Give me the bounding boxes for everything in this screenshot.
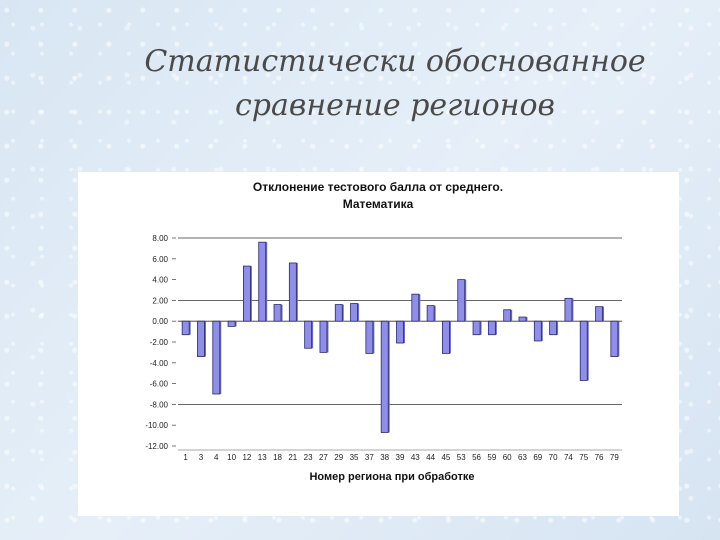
bar-4: [212, 320, 221, 395]
bar-23: [304, 320, 313, 349]
x-tick-label-23: 69: [533, 453, 542, 462]
slide-title-line-1: Статистически обоснованное: [144, 44, 646, 79]
x-tick-label-4: 12: [242, 453, 251, 462]
x-tick-label-19: 56: [472, 453, 481, 462]
bar-3: [197, 320, 205, 357]
bar-29: [334, 304, 343, 322]
chart-title-line-2: Математика: [343, 197, 414, 211]
x-tick-label-9: 27: [319, 453, 328, 462]
y-tick-label-0: 8.00: [152, 234, 168, 243]
bar-74: [564, 297, 573, 322]
bar-37: [365, 320, 374, 354]
y-tick-label-10: -12.00: [145, 442, 168, 451]
x-tick-label-28: 79: [610, 453, 619, 462]
x-tick-label-13: 38: [380, 453, 389, 462]
y-tick-label-2: 4.00: [152, 276, 168, 285]
x-tick-label-16: 44: [426, 453, 435, 462]
y-tick-label-9: -10.00: [145, 421, 168, 430]
x-tick-label-15: 43: [411, 453, 420, 462]
bar-13: [258, 241, 267, 322]
x-tick-label-0: 1: [183, 453, 188, 462]
x-tick-label-21: 60: [503, 453, 512, 462]
x-tick-label-14: 39: [396, 453, 405, 462]
bar-12: [242, 265, 251, 322]
bar-44: [426, 305, 435, 322]
bar-59: [487, 320, 496, 336]
chart-title-line-1: Отклонение тестового балла от среднего.: [253, 180, 503, 194]
chart-panel: Отклонение тестового балла от среднего. …: [78, 172, 679, 516]
bar-60: [503, 309, 512, 322]
x-tick-label-22: 63: [518, 453, 527, 462]
y-tick-label-7: -6.00: [150, 380, 169, 389]
deviation-bar-chart: Отклонение тестового балла от среднего. …: [145, 180, 622, 483]
x-tick-label-3: 10: [227, 453, 236, 462]
x-tick-label-8: 23: [304, 453, 313, 462]
bars: [181, 241, 620, 433]
x-axis-label: Номер региона при обработке: [309, 471, 474, 483]
y-tick-label-5: -2.00: [150, 338, 169, 347]
x-tick-label-2: 4: [214, 453, 219, 462]
bar-27: [319, 320, 328, 353]
x-axis-ticks: 1 3 4 10 12 13 18 21 23 27 29 35 37 38 39 43 44 45 53 56 59 6…: [178, 449, 622, 462]
y-tick-label-1: 6.00: [152, 255, 168, 264]
x-tick-label-25: 74: [564, 453, 573, 462]
x-tick-label-11: 35: [350, 453, 359, 462]
bar-21: [288, 262, 297, 322]
x-tick-label-5: 13: [258, 453, 267, 462]
x-tick-label-27: 76: [595, 453, 604, 462]
y-tick-label-6: -4.00: [150, 359, 169, 368]
bar-70: [549, 320, 558, 336]
slide-title: Статистически обоснованное сравнение рег…: [0, 40, 720, 128]
bar-43: [411, 293, 420, 322]
x-tick-label-1: 3: [199, 453, 204, 462]
x-tick-label-17: 45: [441, 453, 450, 462]
x-tick-label-10: 29: [334, 453, 343, 462]
bar-45: [442, 320, 450, 354]
x-tick-label-18: 53: [457, 453, 466, 462]
x-tick-label-7: 21: [288, 453, 297, 462]
bar-35: [350, 303, 358, 322]
x-tick-label-24: 70: [549, 453, 558, 462]
x-tick-label-6: 18: [273, 453, 282, 462]
y-axis-ticks: 8.00 6.00 4.00 2.00 0.00 -2.00 -4.00 -6.00 -8.00…: [145, 234, 176, 451]
bar-56: [472, 320, 481, 336]
bar-76: [595, 306, 603, 322]
bar-1: [181, 320, 190, 336]
x-tick-label-12: 37: [365, 453, 374, 462]
bar-38: [380, 320, 389, 433]
bar-39: [396, 320, 404, 344]
bar-53: [457, 279, 466, 322]
bar-10: [227, 320, 236, 327]
bar-75: [579, 320, 588, 381]
x-tick-label-26: 75: [579, 453, 588, 462]
y-tick-label-8: -8.00: [150, 400, 169, 409]
bar-18: [273, 304, 282, 322]
bar-69: [533, 320, 542, 342]
slide-title-line-2: сравнение регионов: [234, 88, 556, 123]
y-tick-label-4: 0.00: [152, 317, 168, 326]
bar-79: [610, 320, 619, 357]
x-tick-label-20: 59: [487, 453, 496, 462]
bar-63: [518, 316, 527, 322]
y-tick-label-3: 2.00: [152, 296, 168, 305]
